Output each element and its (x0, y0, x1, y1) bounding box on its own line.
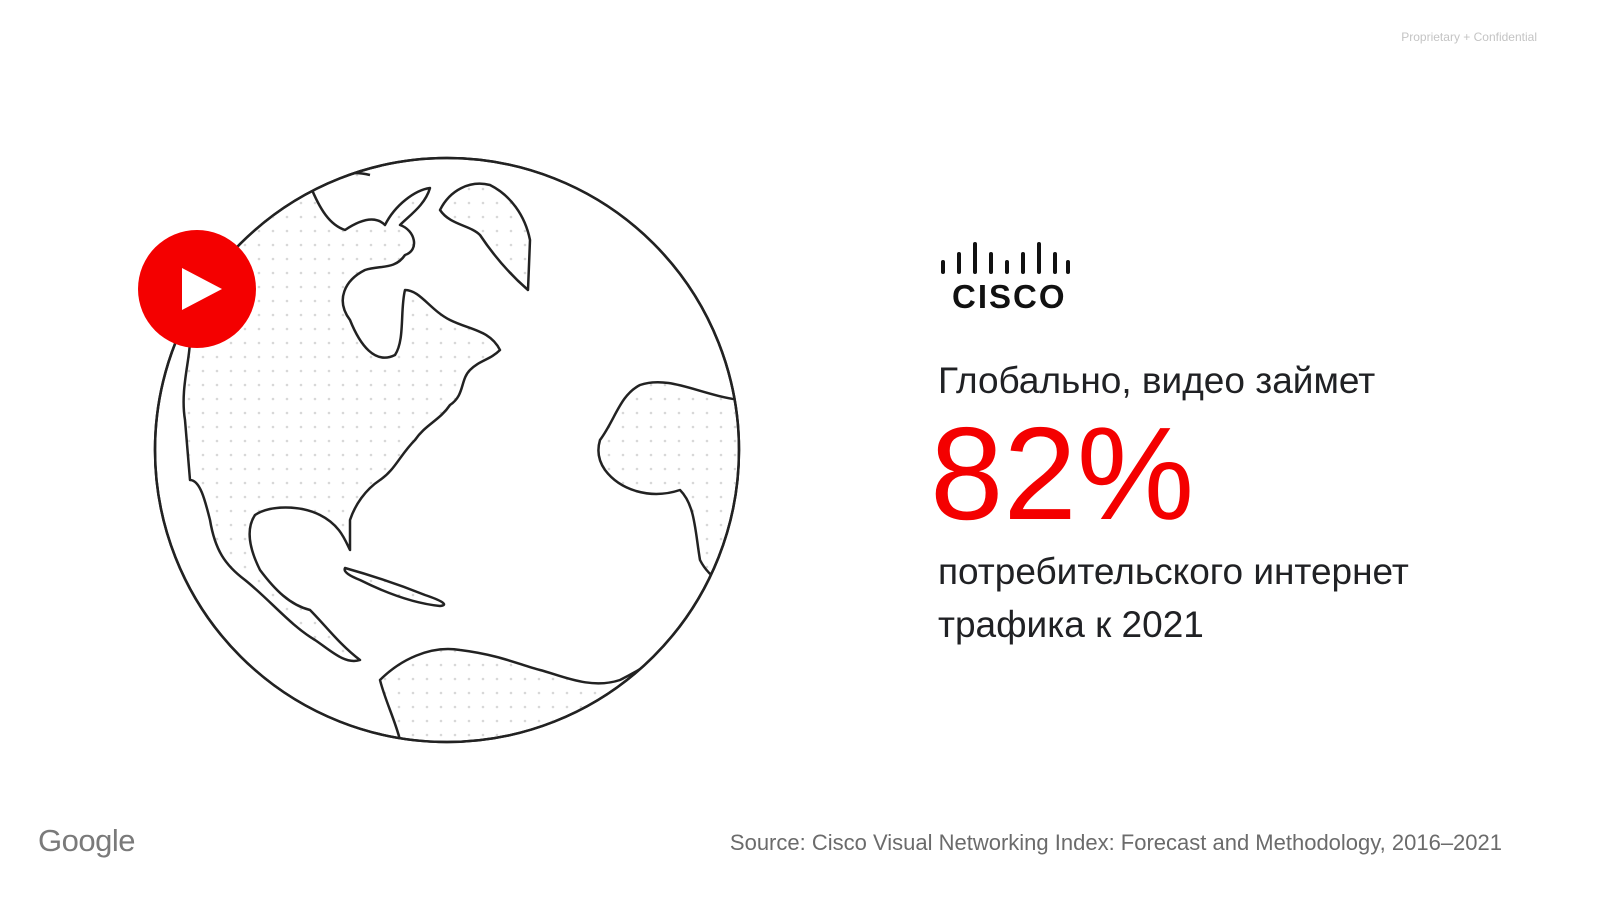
source-note: Source: Cisco Visual Networking Index: F… (729, 830, 1502, 855)
cisco-logo-text: cisco (952, 278, 1067, 315)
youtube-icon (138, 230, 256, 348)
statement-line: трафика к 2021 (938, 604, 1204, 645)
globe-illustration (138, 156, 741, 744)
brand-logo: Google (38, 823, 135, 858)
confidential-label: Proprietary + Confidential (1401, 30, 1537, 44)
key-figure: 82% (930, 400, 1195, 547)
statement-line: потребительского интернет (938, 551, 1409, 592)
cisco-bars (941, 242, 1070, 274)
headline: Глобально, видео займет (938, 360, 1376, 401)
